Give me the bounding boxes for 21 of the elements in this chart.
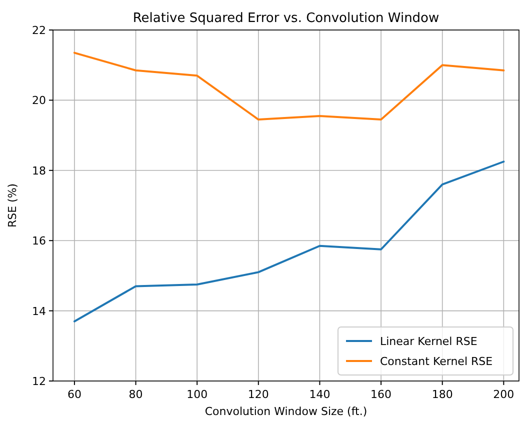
y-axis-title: RSE (%): [6, 183, 19, 228]
y-tick-label: 12: [32, 375, 46, 388]
x-tick-label: 160: [370, 388, 392, 401]
y-tick-label: 20: [32, 94, 46, 108]
line-series: [73, 160, 505, 322]
legend-label: Constant Kernel RSE: [380, 355, 493, 368]
chart-title: Relative Squared Error vs. Convolution Window: [132, 11, 440, 26]
y-tick-label: 22: [32, 24, 46, 37]
x-tick-label: 60: [67, 388, 82, 401]
y-tick-label: 16: [32, 234, 46, 248]
y-tick-label: 14: [32, 304, 46, 318]
y-tick-label: 18: [32, 164, 46, 178]
x-tick-label: 120: [248, 388, 269, 401]
x-tick-label: 180: [432, 388, 453, 401]
legend-label: Linear Kernel RSE: [380, 335, 478, 348]
x-tick-label: 140: [309, 388, 330, 401]
line-series: [73, 52, 505, 121]
x-tick-label: 200: [493, 388, 514, 401]
x-axis-title: Convolution Window Size (ft.): [204, 405, 368, 418]
x-tick-label: 80: [128, 388, 143, 401]
x-tick-label: 100: [186, 388, 208, 401]
